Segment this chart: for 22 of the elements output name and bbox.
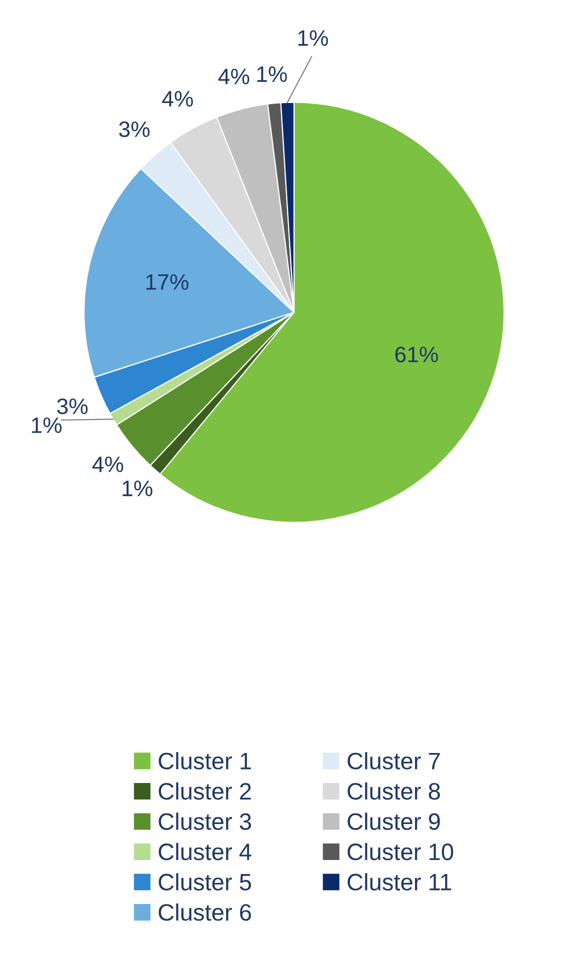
data-label: 17% [146, 274, 188, 290]
data-label: 4% [218, 68, 250, 84]
legend-label: Cluster 4 [158, 842, 252, 860]
data-label: 4% [162, 91, 193, 107]
data-label: 1% [32, 417, 62, 434]
legend-label: Cluster 9 [348, 812, 440, 830]
legend-label: Cluster 3 [158, 812, 251, 830]
legend-label: Cluster 1 [158, 752, 251, 770]
data-label: 61% [395, 346, 438, 362]
legend-label: Cluster 10 [348, 842, 454, 860]
legend-label: Cluster 7 [348, 752, 440, 770]
legend-label: Cluster 8 [348, 782, 440, 800]
data-label: 3% [57, 398, 88, 414]
legend-label: Cluster 2 [158, 782, 251, 800]
data-label: 3% [119, 121, 150, 138]
legend-label: Cluster 11 [348, 873, 452, 891]
legend-label: Cluster 5 [158, 873, 252, 891]
data-label: 1% [257, 66, 287, 82]
data-label: 1% [122, 480, 152, 496]
data-label: 4% [92, 456, 124, 472]
data-label: 1% [298, 30, 328, 46]
legend-label: Cluster 6 [158, 903, 251, 921]
